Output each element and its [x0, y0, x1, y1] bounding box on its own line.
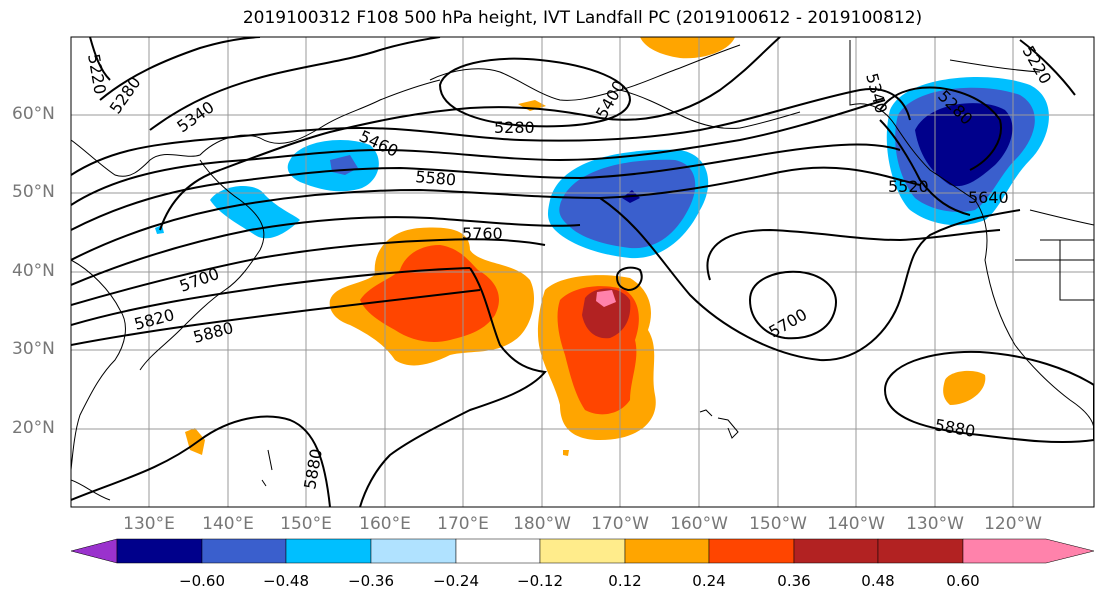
- colorbar-segment: [285, 538, 372, 564]
- lon-label: 140°E: [202, 514, 254, 534]
- colorbar-segment: [455, 538, 541, 564]
- lon-label: 130°E: [123, 514, 175, 534]
- lon-label: 170°W: [591, 514, 649, 534]
- colorbar-segment: [201, 538, 287, 564]
- map-frame: [70, 36, 1095, 508]
- lon-label: 120°W: [984, 514, 1042, 534]
- colorbar-segment: [962, 538, 1095, 564]
- contour-label: 5580: [415, 167, 457, 189]
- colorbar-segment: [793, 538, 879, 564]
- contour-label: 5520: [888, 177, 929, 196]
- lat-label: 30°N: [12, 339, 55, 359]
- contour-label: 5640: [968, 188, 1009, 207]
- lon-label: 150°E: [280, 514, 332, 534]
- colorbar-tick: 0.12: [608, 572, 642, 590]
- colorbar-tick: −0.48: [263, 572, 309, 590]
- lat-label: 50°N: [12, 182, 55, 202]
- colorbar-segment: [708, 538, 795, 564]
- colorbar-segment: [116, 538, 203, 564]
- colorbar-segment: [370, 538, 457, 564]
- contour-label: 5760: [462, 224, 503, 243]
- lat-label: 20°N: [12, 418, 55, 438]
- colorbar-tick: −0.36: [348, 572, 394, 590]
- colorbar-segment: [877, 538, 964, 564]
- colorbar-tick: 0.36: [777, 572, 811, 590]
- colorbar: [70, 538, 1095, 564]
- lon-label: 160°W: [670, 514, 728, 534]
- colorbar-segment: [70, 538, 118, 564]
- colorbar-tick: 0.24: [692, 572, 726, 590]
- lon-label: 160°E: [359, 514, 411, 534]
- lon-label: 140°W: [827, 514, 885, 534]
- contour-label: 5280: [494, 118, 535, 137]
- colorbar-tick: 0.60: [946, 572, 980, 590]
- map-title: 2019100312 F108 500 hPa height, IVT Land…: [242, 8, 923, 28]
- lat-label: 60°N: [12, 104, 55, 124]
- lon-label: 170°E: [437, 514, 489, 534]
- height-contours: [71, 37, 1094, 507]
- colorbar-tick: 0.48: [861, 572, 895, 590]
- colorbar-segment: [624, 538, 710, 564]
- lat-label: 40°N: [12, 261, 55, 281]
- lon-label: 180°W: [513, 514, 571, 534]
- lon-label: 130°W: [906, 514, 964, 534]
- colorbar-segment: [539, 538, 626, 564]
- lon-label: 150°W: [749, 514, 807, 534]
- colorbar-tick: −0.60: [179, 572, 225, 590]
- colorbar-tick: −0.24: [433, 572, 479, 590]
- colorbar-tick: −0.12: [517, 572, 563, 590]
